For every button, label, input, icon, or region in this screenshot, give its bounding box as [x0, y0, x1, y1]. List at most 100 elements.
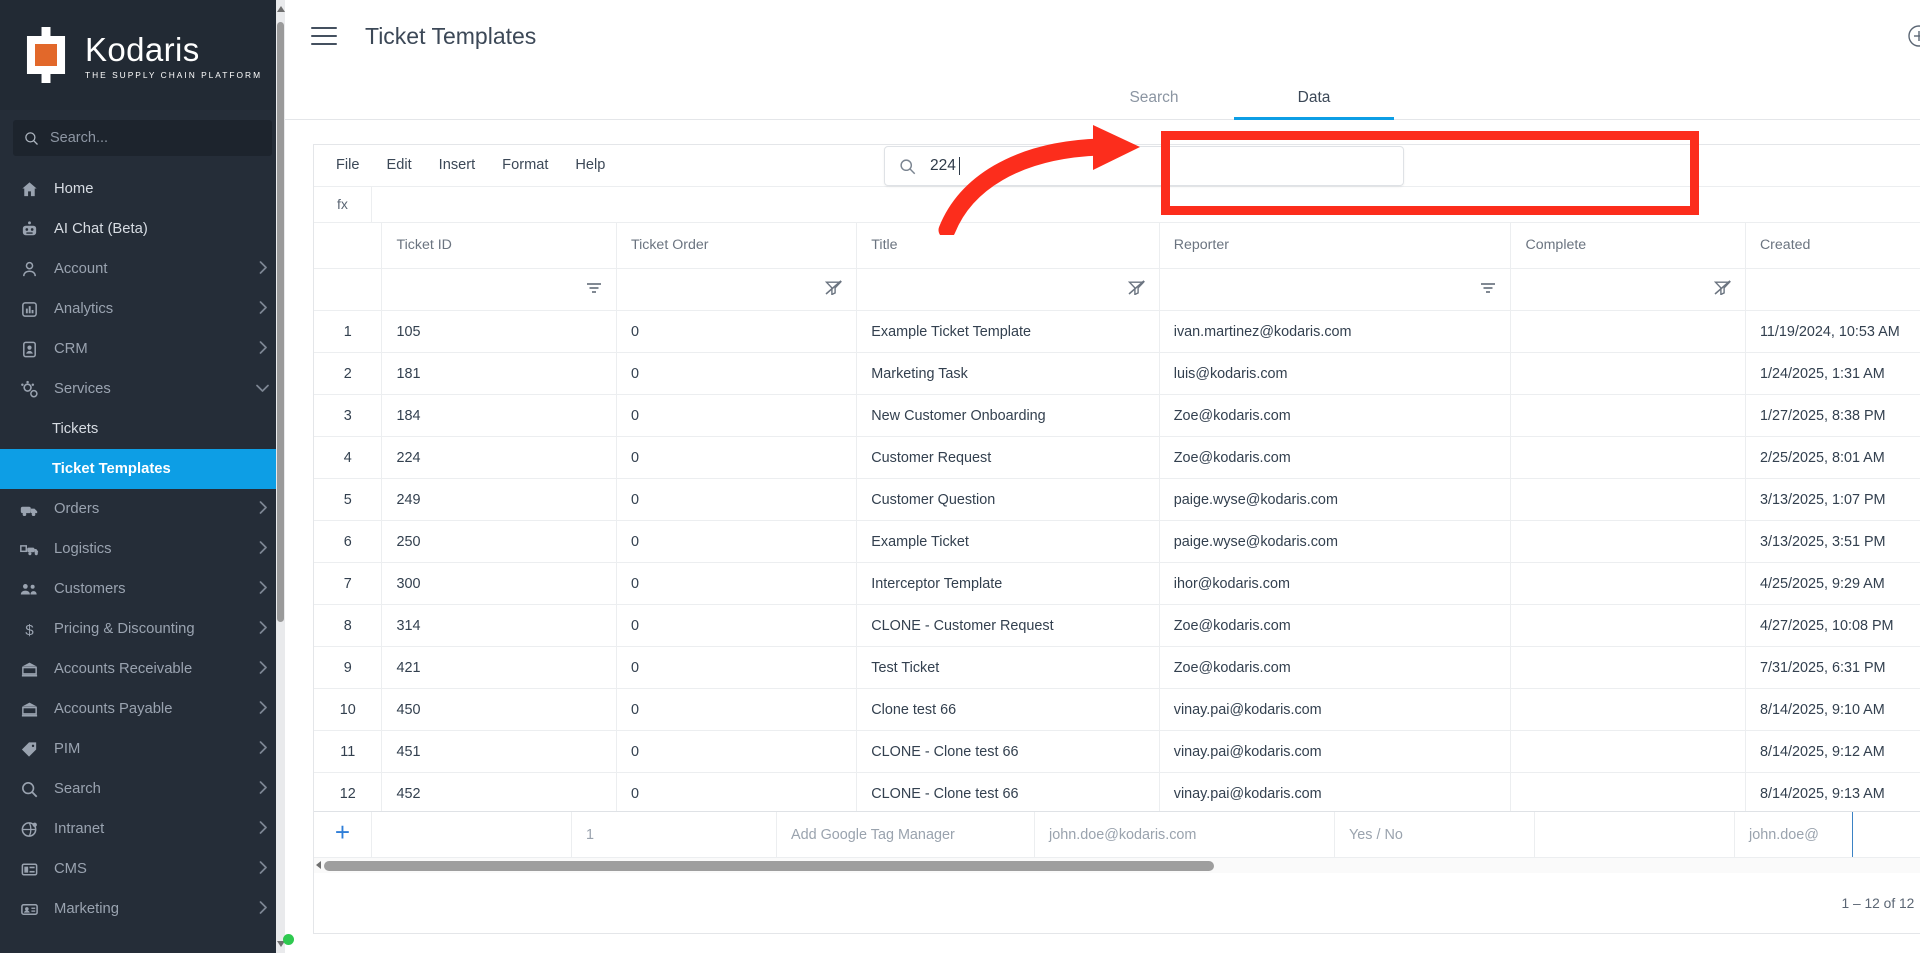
cell-reporter[interactable]: vinay.pai@kodaris.com — [1159, 730, 1512, 774]
cell-reporter[interactable]: luis@kodaris.com — [1159, 352, 1512, 396]
scrollbar-thumb[interactable] — [324, 860, 1214, 871]
filter-off-icon[interactable] — [631, 280, 843, 296]
sidebar-item-services[interactable]: Services — [0, 369, 285, 409]
sidebar-item-account[interactable]: Account — [0, 249, 285, 289]
cell-complete[interactable] — [1510, 730, 1746, 774]
menu-help[interactable]: Help — [575, 157, 606, 174]
cell-created[interactable]: 8/14/2025, 9:10 AM — [1745, 688, 1920, 732]
grid-search-input[interactable]: 224 — [884, 146, 1404, 186]
cell-complete[interactable] — [1510, 772, 1746, 812]
column-header-title[interactable]: Title — [856, 222, 1160, 270]
menu-edit[interactable]: Edit — [386, 157, 412, 174]
cell-created[interactable]: 4/25/2025, 9:29 AM — [1745, 562, 1920, 606]
table-row[interactable]: 7 300 0 Interceptor Template ihor@kodaris.co… — [314, 562, 1920, 606]
tab-data[interactable]: Data — [1234, 89, 1394, 120]
cell-created[interactable]: 2/25/2025, 8:01 AM — [1745, 436, 1920, 480]
cell-created[interactable]: 8/14/2025, 9:12 AM — [1745, 730, 1920, 774]
plus-circle-icon[interactable] — [1907, 24, 1920, 48]
cell-ticket-order[interactable]: 0 — [616, 604, 858, 648]
cell-ticket-id[interactable]: 224 — [381, 436, 617, 480]
table-row[interactable]: 4 224 0 Customer Request Zoe@kodaris.com 2/25… — [314, 436, 1920, 480]
sidebar-item-home[interactable]: Home — [0, 169, 285, 209]
table-row[interactable]: 9 421 0 Test Ticket Zoe@kodaris.com 7/31/2025… — [314, 646, 1920, 690]
brand-logo[interactable]: Kodaris THE SUPPLY CHAIN PLATFORM — [0, 0, 285, 110]
cell-complete[interactable] — [1510, 478, 1746, 522]
cell-reporter[interactable]: ivan.martinez@kodaris.com — [1159, 310, 1512, 354]
table-row[interactable]: 5 249 0 Customer Question paige.wyse@kodaris… — [314, 478, 1920, 522]
sidebar-item-logistics[interactable]: Logistics — [0, 529, 285, 569]
cell-ticket-id[interactable]: 452 — [381, 772, 617, 812]
cell-reporter[interactable]: Zoe@kodaris.com — [1159, 394, 1512, 438]
cell-title[interactable]: Example Ticket — [856, 520, 1160, 564]
cell-created[interactable]: 4/27/2025, 10:08 PM — [1745, 604, 1920, 648]
cell-title[interactable]: CLONE - Clone test 66 — [856, 772, 1160, 812]
add-row-button[interactable]: + — [314, 811, 372, 858]
cell-reporter[interactable]: ihor@kodaris.com — [1159, 562, 1512, 606]
filter-off-icon[interactable] — [1525, 280, 1731, 296]
chevron-right-icon[interactable] — [259, 260, 269, 278]
column-header-reporter[interactable]: Reporter — [1159, 222, 1512, 270]
sidebar-item-customers[interactable]: Customers — [0, 569, 285, 609]
column-filter-created[interactable] — [1745, 268, 1920, 312]
cell-ticket-order[interactable]: 0 — [616, 772, 858, 812]
cell-created[interactable]: 8/14/2025, 9:13 AM — [1745, 772, 1920, 812]
cell-title[interactable]: Customer Request — [856, 436, 1160, 480]
chevron-right-icon[interactable] — [259, 340, 269, 358]
cell-created[interactable]: 3/13/2025, 3:51 PM — [1745, 520, 1920, 564]
scroll-left-arrow-icon[interactable] — [316, 861, 321, 870]
scroll-up-arrow-icon[interactable] — [277, 6, 285, 12]
cell-title[interactable]: Example Ticket Template — [856, 310, 1160, 354]
cell-ticket-id[interactable]: 250 — [381, 520, 617, 564]
sidebar-item-accounts-payable[interactable]: Accounts Payable — [0, 689, 285, 729]
cell-ticket-id[interactable]: 300 — [381, 562, 617, 606]
sidebar-item-pim[interactable]: PIM — [0, 729, 285, 769]
new-row-creator[interactable]: john.doe@ — [1735, 811, 1853, 858]
cell-created[interactable]: 7/31/2025, 6:31 PM — [1745, 646, 1920, 690]
cell-complete[interactable] — [1510, 688, 1746, 732]
chevron-right-icon[interactable] — [259, 820, 269, 838]
chevron-right-icon[interactable] — [259, 620, 269, 638]
sidebar-item-accounts-receivable[interactable]: Accounts Receivable — [0, 649, 285, 689]
column-filter-complete[interactable] — [1510, 268, 1746, 312]
sidebar-item-orders[interactable]: Orders — [0, 489, 285, 529]
cell-ticket-order[interactable]: 0 — [616, 520, 858, 564]
menu-file[interactable]: File — [336, 157, 360, 174]
cell-reporter[interactable]: Zoe@kodaris.com — [1159, 436, 1512, 480]
cell-ticket-order[interactable]: 0 — [616, 478, 858, 522]
chevron-right-icon[interactable] — [259, 660, 269, 678]
filter-off-icon[interactable] — [1760, 280, 1920, 295]
cell-complete[interactable] — [1510, 562, 1746, 606]
chevron-right-icon[interactable] — [259, 780, 269, 798]
table-row[interactable]: 10 450 0 Clone test 66 vinay.pai@kodaris.com… — [314, 688, 1920, 732]
chevron-right-icon[interactable] — [259, 580, 269, 598]
column-header-created[interactable]: Created — [1745, 222, 1920, 270]
new-row[interactable]: + 1 Add Google Tag Manager john.doe@koda… — [314, 811, 1920, 858]
cell-complete[interactable] — [1510, 436, 1746, 480]
column-filter-ticket-id[interactable] — [381, 268, 617, 312]
cell-ticket-order[interactable]: 0 — [616, 394, 858, 438]
cell-title[interactable]: Marketing Task — [856, 352, 1160, 396]
cell-complete[interactable] — [1510, 310, 1746, 354]
cell-ticket-order[interactable]: 0 — [616, 646, 858, 690]
column-header-complete[interactable]: Complete — [1510, 222, 1746, 270]
table-row[interactable]: 1 105 0 Example Ticket Template ivan.martine… — [314, 310, 1920, 354]
cell-ticket-order[interactable]: 0 — [616, 562, 858, 606]
cell-complete[interactable] — [1510, 352, 1746, 396]
cell-reporter[interactable]: paige.wyse@kodaris.com — [1159, 520, 1512, 564]
filter-lines-icon[interactable] — [1174, 281, 1497, 294]
sidebar-item-analytics[interactable]: Analytics — [0, 289, 285, 329]
table-row[interactable]: 8 314 0 CLONE - Customer Request Zoe@kodaris… — [314, 604, 1920, 648]
table-row[interactable]: 11 451 0 CLONE - Clone test 66 vinay.pai@kod… — [314, 730, 1920, 774]
chevron-down-icon[interactable] — [256, 381, 269, 397]
cell-ticket-id[interactable]: 451 — [381, 730, 617, 774]
cell-title[interactable]: CLONE - Customer Request — [856, 604, 1160, 648]
filter-off-icon[interactable] — [871, 280, 1145, 296]
cell-ticket-id[interactable]: 105 — [381, 310, 617, 354]
cell-complete[interactable] — [1510, 520, 1746, 564]
cell-reporter[interactable]: paige.wyse@kodaris.com — [1159, 478, 1512, 522]
cell-title[interactable]: Customer Question — [856, 478, 1160, 522]
sidebar-item-cms[interactable]: CMS — [0, 849, 285, 889]
cell-title[interactable]: Interceptor Template — [856, 562, 1160, 606]
sidebar-item-marketing[interactable]: Marketing — [0, 889, 285, 929]
table-horizontal-scrollbar[interactable] — [314, 857, 1920, 874]
